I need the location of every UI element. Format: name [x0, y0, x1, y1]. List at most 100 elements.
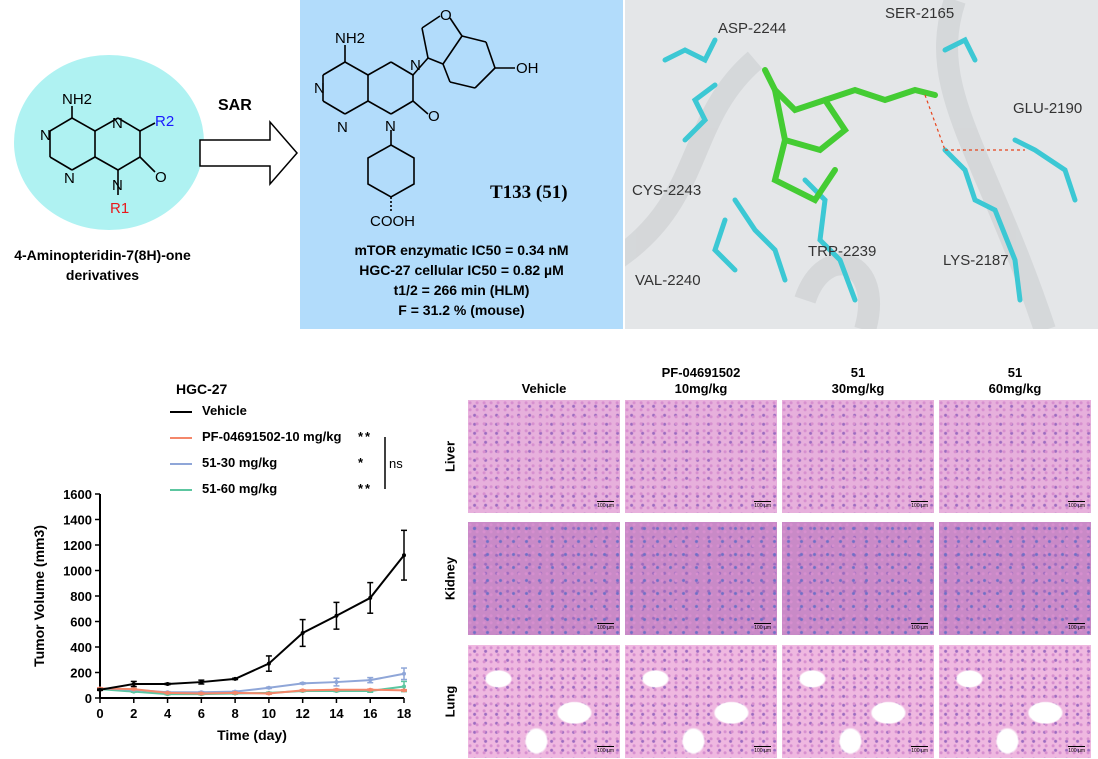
nh2-label: NH2	[62, 91, 92, 108]
data-point	[300, 688, 305, 693]
data-point	[131, 681, 136, 686]
scale-bar: 100 µm	[1068, 623, 1085, 631]
x-tick-label: 12	[295, 706, 309, 721]
data-point	[266, 661, 271, 666]
n-atom: N	[64, 170, 75, 187]
data-point	[368, 687, 373, 692]
n-atom: N	[40, 127, 51, 144]
scaffold-structure: NH2 N N N N O R2 R1	[40, 91, 174, 217]
row-label: Liver	[442, 440, 458, 472]
y-tick-label: 0	[85, 691, 92, 706]
scale-bar: 100 µm	[754, 623, 771, 631]
histology-image-kidney: 100 µm	[625, 522, 777, 635]
histology-image-liver: 100 µm	[468, 400, 620, 513]
legend-label: 51-30 mg/kg	[202, 455, 278, 470]
data-point	[199, 680, 204, 685]
x-tick-label: 8	[231, 706, 238, 721]
data-point	[334, 613, 339, 618]
n-atom: N	[385, 118, 396, 135]
scale-bar: 100 µm	[911, 746, 928, 754]
legend-item: 51-60 mg/kg **	[170, 481, 385, 496]
histology-image-lung: 100 µm	[782, 645, 934, 758]
row-label: Kidney	[442, 556, 458, 600]
y-tick-label: 200	[70, 666, 92, 681]
row-label: Lung	[442, 685, 458, 717]
data-point	[233, 676, 238, 681]
docking-image: ASP-2244 SER-2165 GLU-2190 CYS-2243 TRP-…	[625, 0, 1098, 329]
residue-label: VAL-2240	[635, 272, 701, 289]
residue-label: GLU-2190	[1013, 100, 1083, 117]
x-tick-label: 0	[96, 706, 103, 721]
column-label-line: 51	[1007, 365, 1023, 380]
series-line	[99, 687, 405, 695]
scaffold-caption: 4-Aminopteridin-7(8H)-one derivatives	[0, 245, 205, 285]
data-point	[131, 687, 136, 692]
data-point	[402, 684, 406, 689]
caption-line: derivatives	[65, 267, 140, 283]
data-point	[98, 687, 102, 692]
residue-label: TRP-2239	[808, 243, 877, 260]
property-ic50-enzymatic: mTOR enzymatic IC50 = 0.34 nM	[354, 242, 569, 258]
histology-panel: Vehicle PF-04691502 10mg/kg 51 30mg/kg 51 60mg…	[440, 365, 1098, 759]
y-tick-label: 600	[70, 615, 92, 630]
legend-label: Vehicle	[202, 403, 247, 418]
y-tick-label: 1000	[63, 564, 92, 579]
histology-image-liver: 100 µm	[782, 400, 934, 513]
data-point	[402, 671, 406, 676]
scaffold-background	[14, 55, 204, 230]
legend-label: PF-04691502-10 mg/kg	[202, 429, 342, 444]
x-tick-label: 18	[397, 706, 411, 721]
x-tick-label: 14	[329, 706, 344, 721]
data-point	[165, 681, 170, 686]
n-atom: N	[410, 57, 421, 74]
chart-title: HGC-27	[176, 381, 228, 397]
data-point	[300, 681, 305, 686]
compound-structure: NH2 N N N N O O OH	[314, 7, 539, 212]
significance-marker: **	[358, 481, 373, 496]
column-label-line: Vehicle	[521, 381, 567, 396]
data-point	[368, 595, 373, 600]
nh2-label: NH2	[335, 30, 365, 47]
scale-bar: 100 µm	[911, 623, 928, 631]
compound-name: T133 (51)	[490, 182, 568, 203]
legend-item: Vehicle	[170, 403, 385, 418]
column-label: PF-04691502 10mg/kg	[624, 365, 778, 397]
y-tick-label: 400	[70, 640, 92, 655]
histology-image-lung: 100 µm	[625, 645, 777, 758]
legend-item: PF-04691502-10 mg/kg **	[170, 429, 385, 444]
tumor-volume-chart: 0 2 4 6 8 10 12 14 16 18 0 200 400 600 800 1000 1200 1400…	[31, 487, 411, 743]
legend-label: 51-60 mg/kg	[202, 481, 278, 496]
column-label: 51 60mg/kg	[938, 365, 1092, 397]
x-tick-label: 4	[164, 706, 172, 721]
data-point	[368, 678, 373, 683]
y-tick-label: 1200	[63, 538, 92, 553]
legend-item: 51-30 mg/kg *	[170, 455, 385, 470]
property-half-life: t1/2 = 266 min (HLM)	[393, 282, 530, 298]
residue-label: ASP-2244	[718, 20, 787, 37]
r2-label: R2	[155, 113, 174, 130]
scale-bar: 100 µm	[597, 623, 614, 631]
y-tick-label: 1600	[63, 487, 92, 502]
column-label-line: PF-04691502	[661, 365, 741, 380]
y-tick-label: 1400	[63, 513, 92, 528]
data-point	[266, 691, 271, 696]
data-point	[199, 691, 204, 696]
histology-image-lung: 100 µm	[468, 645, 620, 758]
data-point	[266, 685, 271, 690]
column-label-line: 60mg/kg	[988, 381, 1042, 396]
data-point	[402, 553, 406, 558]
o-atom: O	[428, 108, 440, 125]
legend-swatch	[170, 436, 192, 439]
y-axis-label: Tumor Volume (mm3)	[31, 525, 47, 667]
scale-bar: 100 µm	[754, 501, 771, 509]
residue-label: CYS-2243	[632, 182, 702, 199]
column-label: Vehicle	[467, 365, 621, 397]
data-point	[402, 688, 406, 693]
r1-label: R1	[110, 200, 129, 217]
caption-line: 4-Aminopteridin-7(8H)-one	[14, 247, 191, 263]
significance-marker: *	[358, 455, 366, 470]
cooh-label: COOH	[370, 213, 415, 230]
compound-properties: mTOR enzymatic IC50 = 0.34 nM HGC-27 cel…	[300, 240, 623, 320]
histology-image-kidney: 100 µm	[468, 522, 620, 635]
